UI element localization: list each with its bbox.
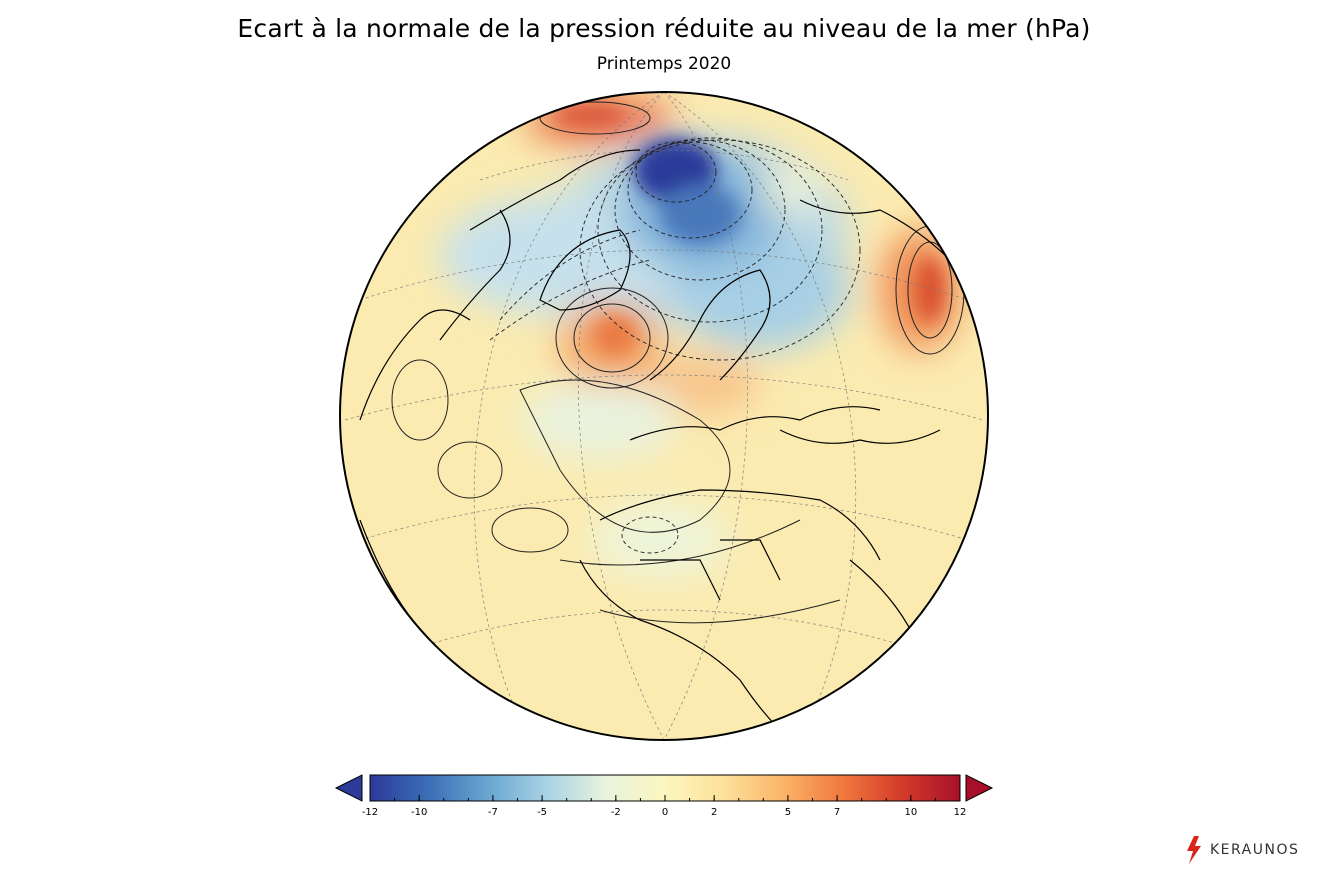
colorbar: -12 -10 -7 -5 -2 0 2 5 7 10 12: [334, 774, 994, 818]
colorbar-tick-label: 7: [834, 807, 840, 818]
colorbar-extend-min: [334, 774, 363, 802]
map-subtitle: Printemps 2020: [596, 54, 732, 74]
colorbar-tick-label: -5: [537, 807, 547, 818]
globe-map: [339, 91, 989, 741]
colorbar-tick-label: -12: [362, 807, 378, 818]
map-title: Ecart à la normale de la pression réduit…: [237, 14, 1091, 43]
graticule: [344, 92, 984, 740]
negative-contours: [489, 137, 861, 554]
colorbar-tick-label: 12: [954, 807, 967, 818]
colorbar-tick-label: 5: [785, 807, 791, 818]
colorbar-tick-label: -10: [411, 807, 427, 818]
keraunos-logo: KERAUNOS: [1180, 834, 1320, 866]
globe-outline: [339, 91, 989, 741]
lightning-icon: [1187, 836, 1201, 864]
colorbar-tick-label: -2: [611, 807, 621, 818]
colorbar-tick-label: 2: [711, 807, 717, 818]
colorbar-ticks: -12 -10 -7 -5 -2 0 2 5 7 10 12: [362, 795, 967, 818]
colorbar-tick-label: -7: [488, 807, 498, 818]
colorbar-extend-max: [965, 774, 994, 802]
colorbar-tick-label: 0: [662, 807, 668, 818]
colorbar-tick-label: 10: [904, 807, 917, 818]
brand-name: KERAUNOS: [1210, 842, 1300, 858]
coastlines: [359, 149, 951, 731]
